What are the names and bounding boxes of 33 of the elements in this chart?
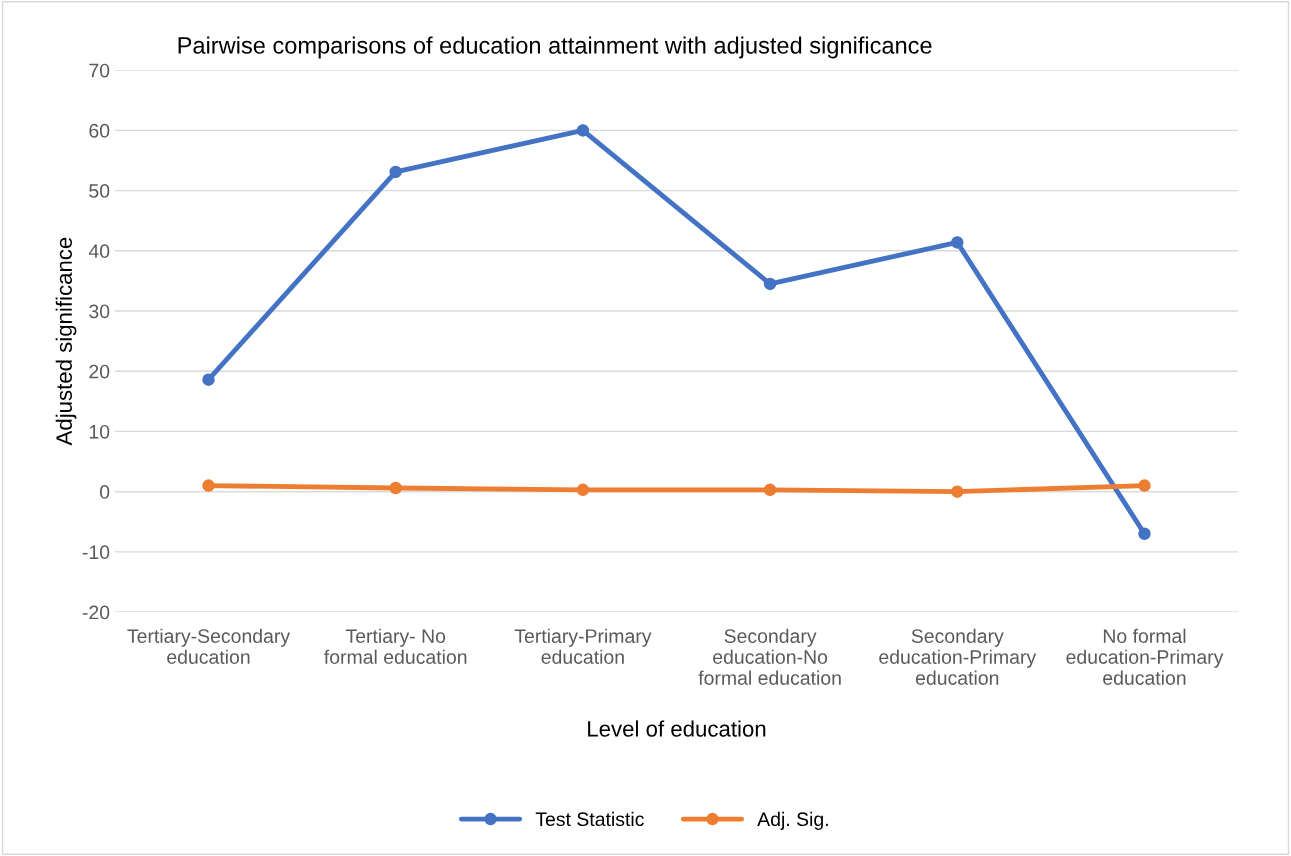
legend-label: Test Statistic <box>535 811 644 827</box>
point <box>576 483 590 497</box>
point <box>951 485 964 498</box>
point <box>389 481 402 495</box>
x-tick-label: No formal education-Primary education <box>1066 628 1224 685</box>
y-tick-label: 50 <box>89 184 110 198</box>
y-axis-title: Adjusted significance <box>55 237 77 446</box>
point <box>763 483 777 497</box>
y-tick-label: 60 <box>89 123 110 138</box>
y-tick-label: -10 <box>82 545 110 560</box>
point <box>389 165 402 179</box>
point <box>576 124 590 137</box>
x-axis-title: Level of education <box>588 720 766 737</box>
chart-title: Pairwise comparisons of education attainment with adjusted significance <box>178 36 932 59</box>
point <box>951 236 964 249</box>
point <box>1138 479 1151 492</box>
x-tick-label: Secondary education-No formal education <box>698 628 841 685</box>
point <box>763 277 777 291</box>
y-tick-label: 30 <box>89 304 110 319</box>
y-tick-label: 70 <box>89 63 110 78</box>
y-tick-label: 10 <box>89 424 110 439</box>
y-tick-label: 0 <box>99 485 110 499</box>
x-tick-label: Tertiary-Secondary education <box>127 628 291 664</box>
point <box>202 479 215 492</box>
x-tick-label: Secondary education-Primary education <box>879 628 1037 685</box>
y-tick-label: 40 <box>88 244 110 259</box>
y-tick-label: 20 <box>89 364 110 379</box>
x-tick-label: Tertiary-Primary education <box>514 628 652 664</box>
point <box>1138 527 1151 541</box>
y-tick-label: -20 <box>82 605 110 620</box>
legend-label: Adj. Sig. <box>757 811 828 830</box>
x-tick-label: Tertiary- No formal education <box>324 628 467 664</box>
point <box>202 373 215 386</box>
